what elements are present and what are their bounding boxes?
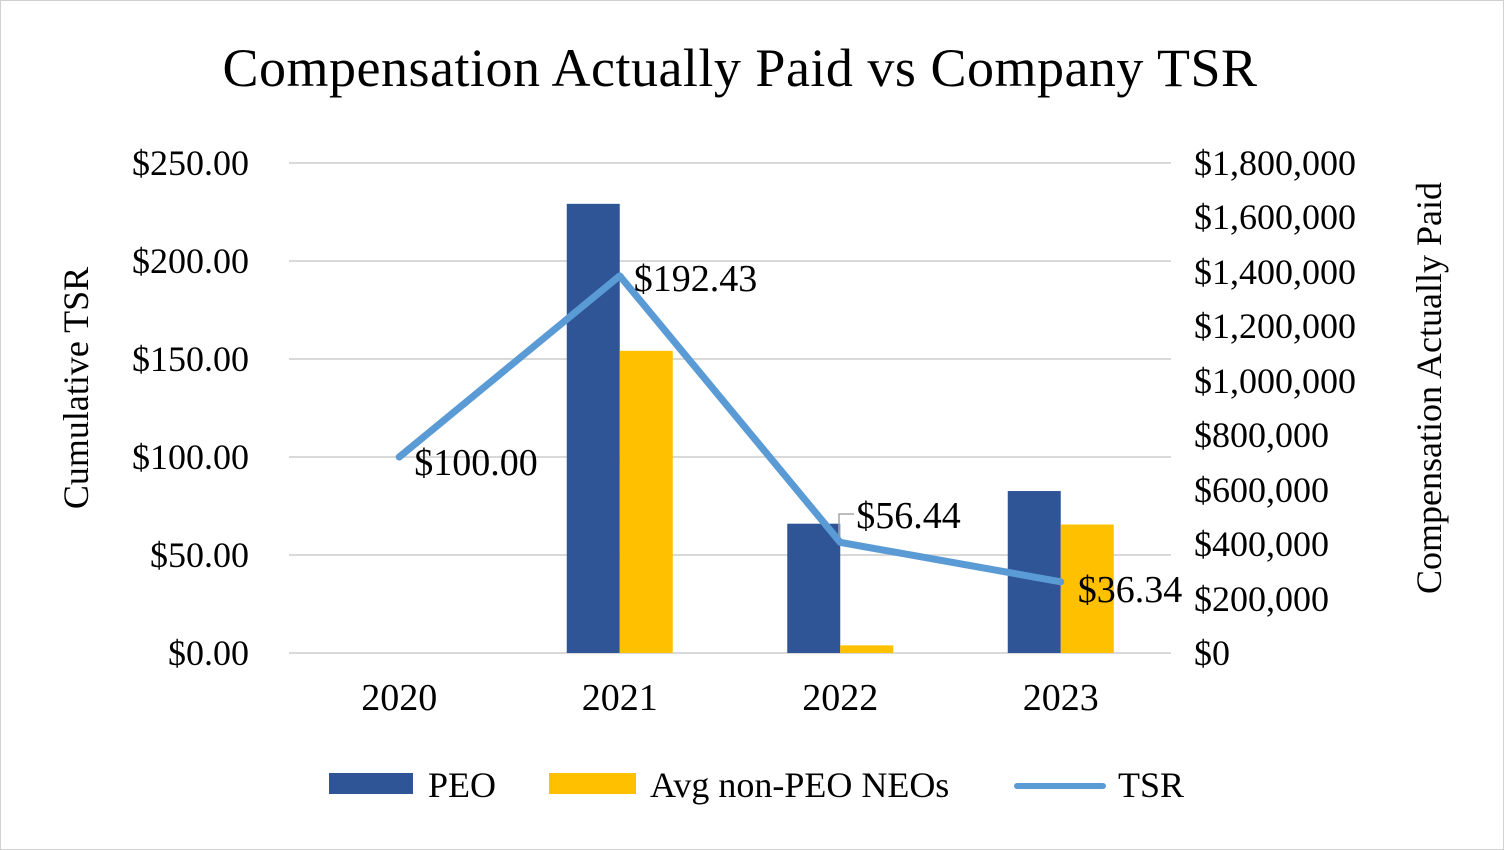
label-callout-line — [838, 513, 854, 541]
tsr-line — [395, 272, 1065, 586]
tsr-point-label: $56.44 — [856, 495, 961, 538]
right-axis-tick: $0 — [1194, 633, 1230, 673]
right-axis-tick: $1,200,000 — [1194, 306, 1356, 347]
right-axis-tick: $1,000,000 — [1194, 360, 1356, 401]
tsr-point-label: $36.34 — [1077, 568, 1183, 611]
right-axis-tick: $800,000 — [1194, 415, 1329, 456]
left-axis-tick: $50.00 — [150, 535, 249, 575]
bar-neo-2022 — [840, 645, 894, 653]
x-axis-tick: 2022 — [802, 677, 879, 719]
tsr-point-label: $192.43 — [633, 257, 758, 300]
x-axis-tick: 2020 — [361, 677, 438, 719]
left-axis-tick: $200.00 — [132, 241, 249, 281]
tsr-point-label: $100.00 — [414, 442, 538, 484]
left-axis-tick: $100.00 — [132, 437, 249, 477]
right-axis-tick: $600,000 — [1194, 469, 1329, 510]
right-axis-tick: $400,000 — [1194, 524, 1329, 565]
bar-neo-2023 — [1060, 524, 1114, 653]
chart-title: Compensation Actually Paid vs Company TS… — [222, 38, 1258, 98]
bar-peo-2022 — [787, 523, 841, 653]
left-axis-tick: $150.00 — [132, 339, 249, 379]
bar-neo-2021 — [619, 350, 673, 653]
left-axis-tick: $0.00 — [168, 633, 249, 673]
right-axis-tick: $1,800,000 — [1194, 143, 1356, 183]
x-axis-tick: 2021 — [581, 677, 658, 719]
left-axis-tick: $250.00 — [132, 143, 249, 183]
right-axis-tick: $200,000 — [1194, 578, 1329, 619]
x-axis-tick: 2023 — [1022, 677, 1099, 719]
right-axis-tick: $1,600,000 — [1194, 197, 1356, 238]
right-axis-tick: $1,400,000 — [1194, 251, 1356, 292]
bar-peo-2021 — [566, 203, 620, 654]
